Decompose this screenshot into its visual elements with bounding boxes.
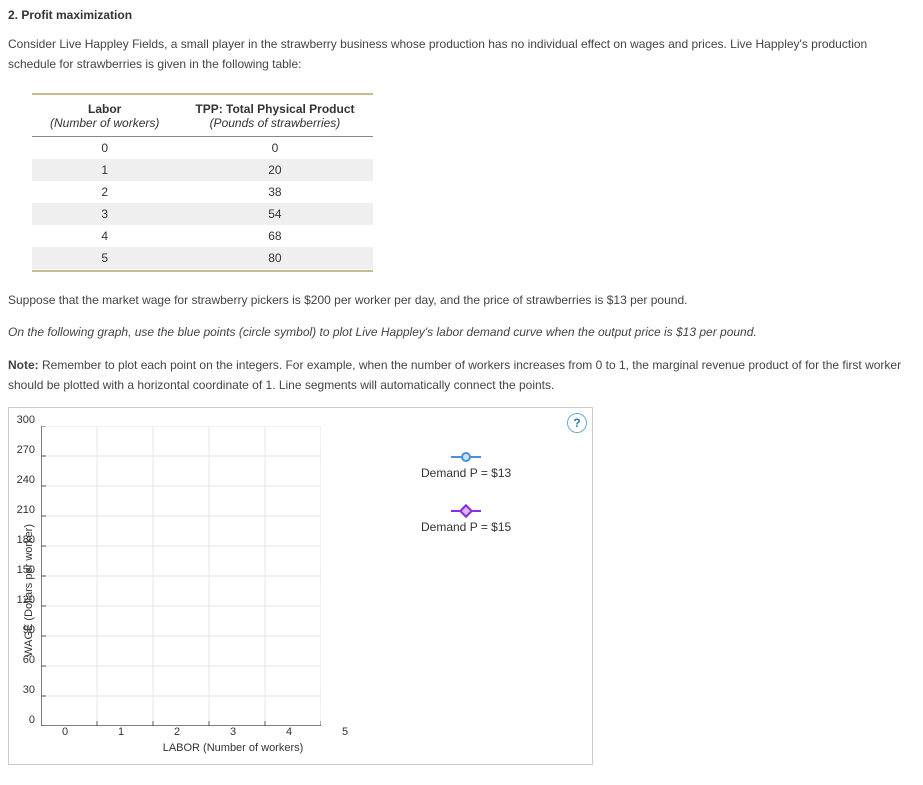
note-paragraph: Note: Remember to plot each point on the… [8,355,915,396]
help-icon[interactable]: ? [567,413,587,433]
cell-tpp: 38 [177,181,372,203]
x-ticks: 012345 [65,726,401,738]
col-header-labor: Labor (Number of workers) [32,96,177,137]
legend: Demand P = $13 Demand P = $15 [421,426,511,754]
table-row: 354 [32,203,373,225]
table-row: 580 [32,247,373,269]
legend-label-15: Demand P = $15 [421,520,511,534]
cell-labor: 2 [32,181,177,203]
cell-labor: 0 [32,136,177,159]
legend-item-demand-13[interactable]: Demand P = $13 [421,456,511,480]
question-heading: 2. Profit maximization [8,8,915,22]
col1-head-text: Labor [88,102,121,116]
col2-head-text: TPP: Total Physical Product [195,102,354,116]
note-label: Note: [8,358,39,372]
cell-labor: 1 [32,159,177,181]
note-text: Remember to plot each point on the integ… [8,358,901,392]
cell-labor: 4 [32,225,177,247]
cell-tpp: 54 [177,203,372,225]
table-row: 238 [32,181,373,203]
production-table-wrap: Labor (Number of workers) TPP: Total Phy… [32,93,915,272]
instruction-paragraph: On the following graph, use the blue poi… [8,322,915,342]
circle-marker-icon [421,456,511,458]
diamond-marker-icon [421,510,511,512]
wage-price-paragraph: Suppose that the market wage for strawbe… [8,290,915,310]
col2-sub-text: (Pounds of strawberries) [195,116,354,130]
intro-paragraph: Consider Live Happley Fields, a small pl… [8,34,915,75]
production-table: Labor (Number of workers) TPP: Total Phy… [32,93,373,272]
table-row: 120 [32,159,373,181]
col-header-tpp: TPP: Total Physical Product (Pounds of s… [177,96,372,137]
table-row: 00 [32,136,373,159]
legend-item-demand-15[interactable]: Demand P = $15 [421,510,511,534]
cell-tpp: 20 [177,159,372,181]
x-axis-label: LABOR (Number of workers) [65,742,401,754]
table-row: 468 [32,225,373,247]
cell-tpp: 0 [177,136,372,159]
legend-label-13: Demand P = $13 [421,466,511,480]
graph-container: ? WAGE (Dollars per worker) 300270240210… [8,407,593,765]
col1-sub-text: (Number of workers) [50,116,159,130]
cell-labor: 3 [32,203,177,225]
cell-tpp: 80 [177,247,372,269]
cell-tpp: 68 [177,225,372,247]
plot-area[interactable] [41,426,321,726]
cell-labor: 5 [32,247,177,269]
